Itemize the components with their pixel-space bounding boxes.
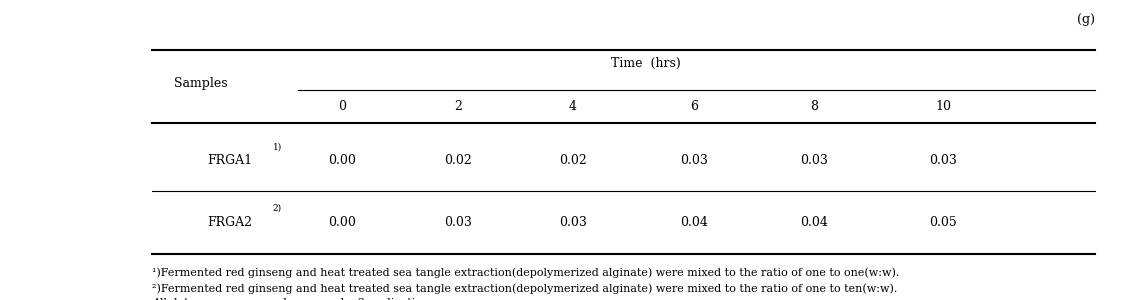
Text: (g): (g) (1077, 14, 1095, 26)
Text: 0.02: 0.02 (445, 154, 472, 167)
Text: 0.03: 0.03 (445, 215, 472, 229)
Text: 0: 0 (338, 100, 347, 113)
Text: 4: 4 (568, 100, 577, 113)
Text: All data were expressed as mean by 3 replications.: All data were expressed as mean by 3 rep… (152, 298, 438, 300)
Text: 2): 2) (273, 204, 282, 213)
Text: ²)Fermented red ginseng and heat treated sea tangle extraction(depolymerized alg: ²)Fermented red ginseng and heat treated… (152, 284, 897, 294)
Text: 8: 8 (810, 100, 819, 113)
Text: 10: 10 (935, 100, 951, 113)
Text: 0.03: 0.03 (559, 215, 586, 229)
Text: 0.03: 0.03 (930, 154, 957, 167)
Text: 0.00: 0.00 (329, 154, 356, 167)
Text: 0.03: 0.03 (681, 154, 707, 167)
Text: 0.02: 0.02 (559, 154, 586, 167)
Text: FRGA1: FRGA1 (208, 154, 253, 167)
Text: 0.05: 0.05 (930, 215, 957, 229)
Text: ¹)Fermented red ginseng and heat treated sea tangle extraction(depolymerized alg: ¹)Fermented red ginseng and heat treated… (152, 267, 900, 278)
Text: 6: 6 (690, 100, 699, 113)
Text: 0.03: 0.03 (801, 154, 828, 167)
Text: FRGA2: FRGA2 (208, 215, 253, 229)
Text: Samples: Samples (174, 77, 228, 90)
Text: 2: 2 (454, 100, 463, 113)
Text: Time  (hrs): Time (hrs) (611, 57, 681, 70)
Text: 0.04: 0.04 (801, 215, 828, 229)
Text: 0.00: 0.00 (329, 215, 356, 229)
Text: 1): 1) (273, 142, 282, 152)
Text: 0.04: 0.04 (681, 215, 707, 229)
